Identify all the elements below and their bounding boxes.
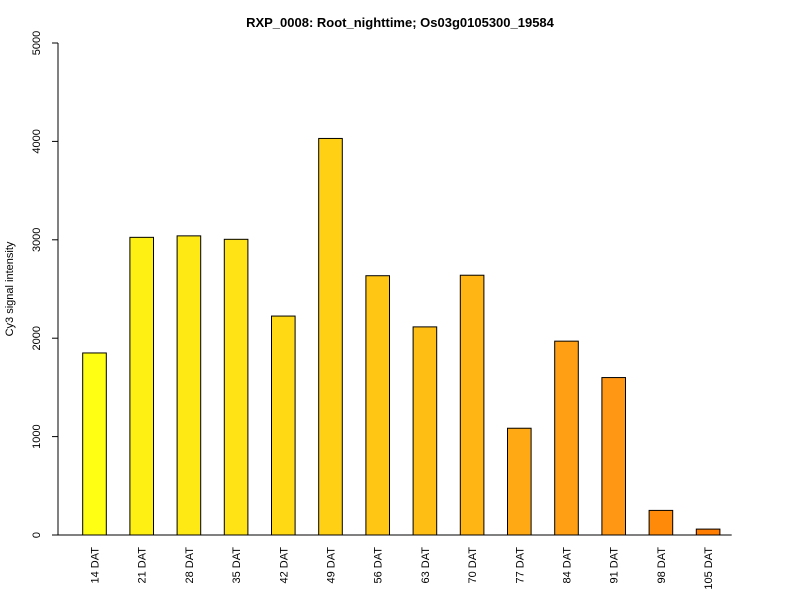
- y-tick-label: 2000: [31, 326, 43, 350]
- x-tick-label: 49 DAT: [326, 547, 338, 584]
- bar: [459, 274, 485, 536]
- y-tick-label: 3000: [31, 228, 43, 252]
- x-tick-label: 105 DAT: [703, 547, 715, 590]
- x-tick-label: 84 DAT: [562, 547, 574, 584]
- bar: [648, 509, 674, 536]
- bar: [695, 528, 721, 536]
- bar: [365, 275, 390, 536]
- x-tick-label: 63 DAT: [420, 547, 432, 584]
- bar: [176, 235, 202, 536]
- bar: [82, 352, 107, 536]
- bar: [223, 238, 249, 536]
- y-tick-label: 0: [31, 532, 43, 538]
- y-axis: 0 1000 2000 3000 4000 5000: [31, 31, 59, 538]
- bar: [412, 326, 438, 536]
- x-tick-label: 28 DAT: [184, 547, 196, 584]
- x-tick-labels: 14 DAT 21 DAT 28 DAT 35 DAT 42 DAT 49 DAT 56 D…: [90, 547, 716, 590]
- x-tick-label: 35 DAT: [231, 547, 243, 584]
- y-tick-label: 1000: [31, 424, 43, 448]
- x-tick-label: 98 DAT: [656, 547, 668, 584]
- chart-title: RXP_0008: Root_nighttime; Os03g0105300_1…: [246, 15, 555, 30]
- bar: [129, 236, 154, 536]
- bars-group: [82, 137, 721, 536]
- bar: [554, 340, 579, 536]
- x-tick-label: 14 DAT: [90, 547, 102, 584]
- bar: [271, 315, 296, 536]
- x-tick-label: 70 DAT: [467, 547, 479, 584]
- bar: [601, 377, 627, 536]
- bar: [318, 137, 343, 536]
- y-tick-label: 5000: [31, 31, 43, 55]
- x-tick-label: 42 DAT: [278, 547, 290, 584]
- y-axis-label: Cy3 signal intensity: [4, 241, 16, 336]
- y-tick-label: 4000: [31, 129, 43, 153]
- x-tick-label: 77 DAT: [514, 547, 526, 584]
- x-tick-label: 56 DAT: [373, 547, 385, 584]
- x-tick-label: 91 DAT: [609, 547, 621, 584]
- x-tick-label: 21 DAT: [137, 547, 149, 584]
- bar: [507, 427, 532, 536]
